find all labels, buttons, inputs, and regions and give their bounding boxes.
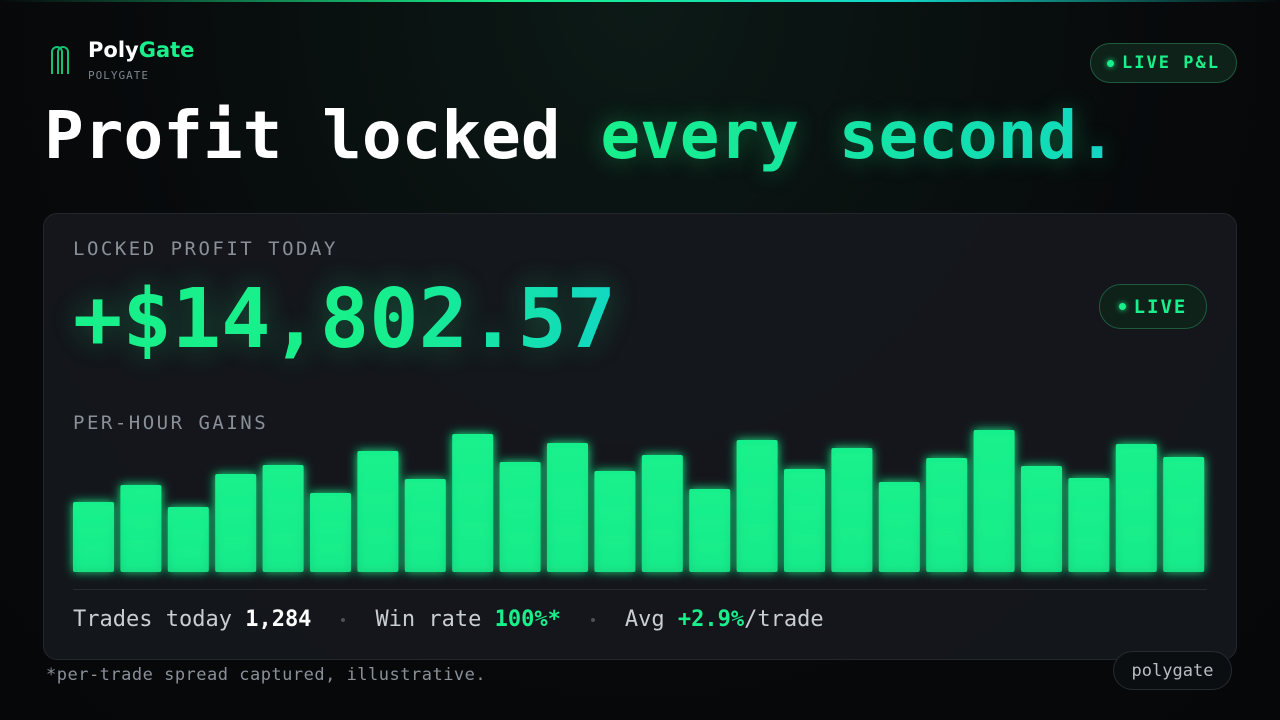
bar [120,485,162,572]
bar [878,482,920,572]
bar [404,479,446,572]
stat-unit: /trade [744,607,824,632]
badge-text: LIVE P&L [1122,53,1220,73]
bar-chart [73,430,1205,572]
headline: Profit locked every second. [44,96,1117,176]
bar [73,502,114,572]
bar [926,458,968,572]
stat-label: Avg [624,607,665,632]
brand: PolyGate [88,38,194,62]
profit-card [43,213,1237,660]
bar [1115,444,1157,572]
bar [1068,478,1110,572]
bar [215,474,257,572]
chart-title: PER-HOUR GAINS [73,412,269,434]
bar [310,493,351,572]
bar [689,489,731,572]
bar [452,434,494,572]
watermark: polygate [1113,651,1232,690]
watermark-text: polygate [1131,660,1214,681]
live-text: LIVE [1133,295,1188,318]
stat-value: +2.9% [677,607,745,632]
separator [590,617,595,622]
bar [1021,466,1062,572]
profit-amount: +$14,802.57 [73,270,616,370]
accent-line [0,0,1280,2]
bar [594,471,636,572]
bar [831,448,873,572]
stats-row: Trades today 1,284 Win rate 100%* Avg +2… [73,607,824,632]
bar [499,462,541,572]
bar [167,507,209,572]
separator [341,617,346,622]
live-pnl-badge: LIVE P&L [1090,43,1237,83]
bar [1163,457,1205,572]
footnote: *per-trade spread captured, illustrative… [46,665,487,685]
brand-name-accent: Gate [138,38,195,62]
bar [784,469,825,572]
bar [736,440,778,572]
logo [51,46,69,74]
headline-text: Profit locked [44,97,561,174]
stat-value: 1,284 [245,607,312,632]
card-label: LOCKED PROFIT TODAY [73,238,338,260]
stat-label: Win rate [375,607,482,632]
bar [357,451,399,572]
live-badge: LIVE [1099,284,1207,329]
stat-label: Trades today [73,607,232,632]
divider [73,589,1207,590]
brand-subtitle: POLYGATE [88,69,149,82]
bar [973,430,1015,572]
bar [641,455,683,572]
stat-value: 100%* [494,607,561,632]
brand-name: Poly [88,38,139,62]
bar [262,465,304,572]
headline-accent: every second. [600,97,1117,174]
bar [547,443,588,572]
